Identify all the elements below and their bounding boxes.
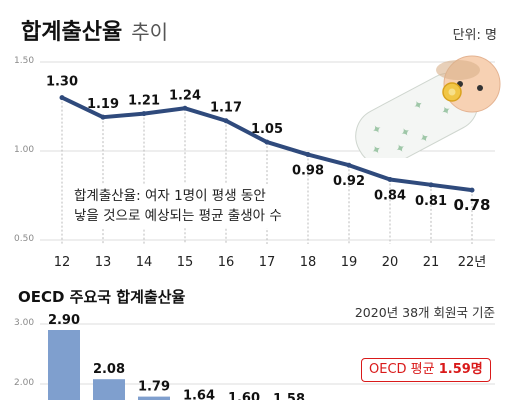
line-data-label: 1.21 <box>128 94 160 109</box>
line-y-tick: 1.00 <box>14 145 35 155</box>
line-point <box>182 105 188 111</box>
line-x-tick: 21 <box>423 255 440 270</box>
line-x-tick: 17 <box>259 255 276 270</box>
line-data-label: 1.30 <box>46 75 78 90</box>
line-data-label: 1.17 <box>210 101 242 116</box>
line-x-tick: 19 <box>341 255 358 270</box>
line-x-tick: 13 <box>95 255 112 270</box>
line-point <box>387 176 393 182</box>
line-point <box>305 152 311 158</box>
line-data-label: 0.78 <box>453 196 490 214</box>
bar <box>93 379 125 400</box>
line-y-tick: 0.50 <box>14 234 35 244</box>
oecd-section-title: OECD 주요국 합계출산율 <box>18 288 186 306</box>
bar-y-tick: 3.00 <box>14 318 35 328</box>
line-point <box>469 187 475 193</box>
line-x-tick: 12 <box>54 255 71 270</box>
baby-illustration: ✦✦ ✦✦ ✦✦ ✦✦ <box>355 55 501 158</box>
line-x-tick: 18 <box>300 255 317 270</box>
line-x-tick: 14 <box>136 255 153 270</box>
line-point <box>100 114 106 120</box>
bar-y-tick: 2.00 <box>14 378 35 388</box>
bar-data-label: 2.08 <box>93 362 125 377</box>
line-data-label: 1.19 <box>87 97 119 112</box>
line-point <box>141 111 147 117</box>
oecd-average-label: OECD 평균 <box>369 362 435 377</box>
line-x-tick: 22년 <box>458 255 487 270</box>
chart-title-sub: 추이 <box>131 20 169 44</box>
bar-data-label: 1.64 <box>183 389 215 400</box>
line-point <box>264 139 270 145</box>
line-data-label: 0.92 <box>333 174 365 189</box>
bar-data-label: 1.60 <box>228 391 260 400</box>
line-data-label: 1.05 <box>251 122 283 137</box>
line-x-tick: 16 <box>218 255 235 270</box>
bar-data-label: 1.79 <box>138 380 170 395</box>
line-data-label: 0.84 <box>374 188 406 203</box>
bar <box>48 330 80 400</box>
bar-data-label: 2.90 <box>48 313 80 328</box>
unit-label: 단위: 명 <box>452 28 497 43</box>
chart-title: 합계출산율 추이 <box>21 14 168 46</box>
line-point <box>223 118 229 124</box>
definition-note: 합계출산율: 여자 1명이 평생 동안 낳을 것으로 예상되는 평균 출생아 수 <box>70 184 286 228</box>
chart-title-main: 합계출산율 <box>21 20 123 45</box>
definition-note-line2: 낳을 것으로 예상되는 평균 출생아 수 <box>74 208 282 224</box>
line-point <box>428 182 434 188</box>
bar-data-label: 1.58 <box>273 392 305 400</box>
line-data-label: 0.81 <box>415 194 447 209</box>
line-x-tick: 20 <box>382 255 399 270</box>
oecd-section-subtitle: 2020년 38개 회원국 기준 <box>354 305 495 320</box>
line-x-tick: 15 <box>177 255 194 270</box>
bar <box>138 396 170 400</box>
line-point <box>346 162 352 168</box>
oecd-average-value: 1.59명 <box>438 362 483 377</box>
oecd-average-badge: OECD 평균 1.59명 <box>361 358 491 382</box>
line-point <box>59 95 65 101</box>
line-chart: 1.30 1.19 1.21 1.24 1.17 1.05 0.98 0.92 0.84 0.81… <box>40 61 495 270</box>
line-data-label: 1.24 <box>169 88 201 103</box>
line-data-label: 0.98 <box>292 164 324 179</box>
definition-note-line1: 합계출산율: 여자 1명이 평생 동안 <box>74 188 266 204</box>
line-y-tick: 1.50 <box>14 56 35 66</box>
